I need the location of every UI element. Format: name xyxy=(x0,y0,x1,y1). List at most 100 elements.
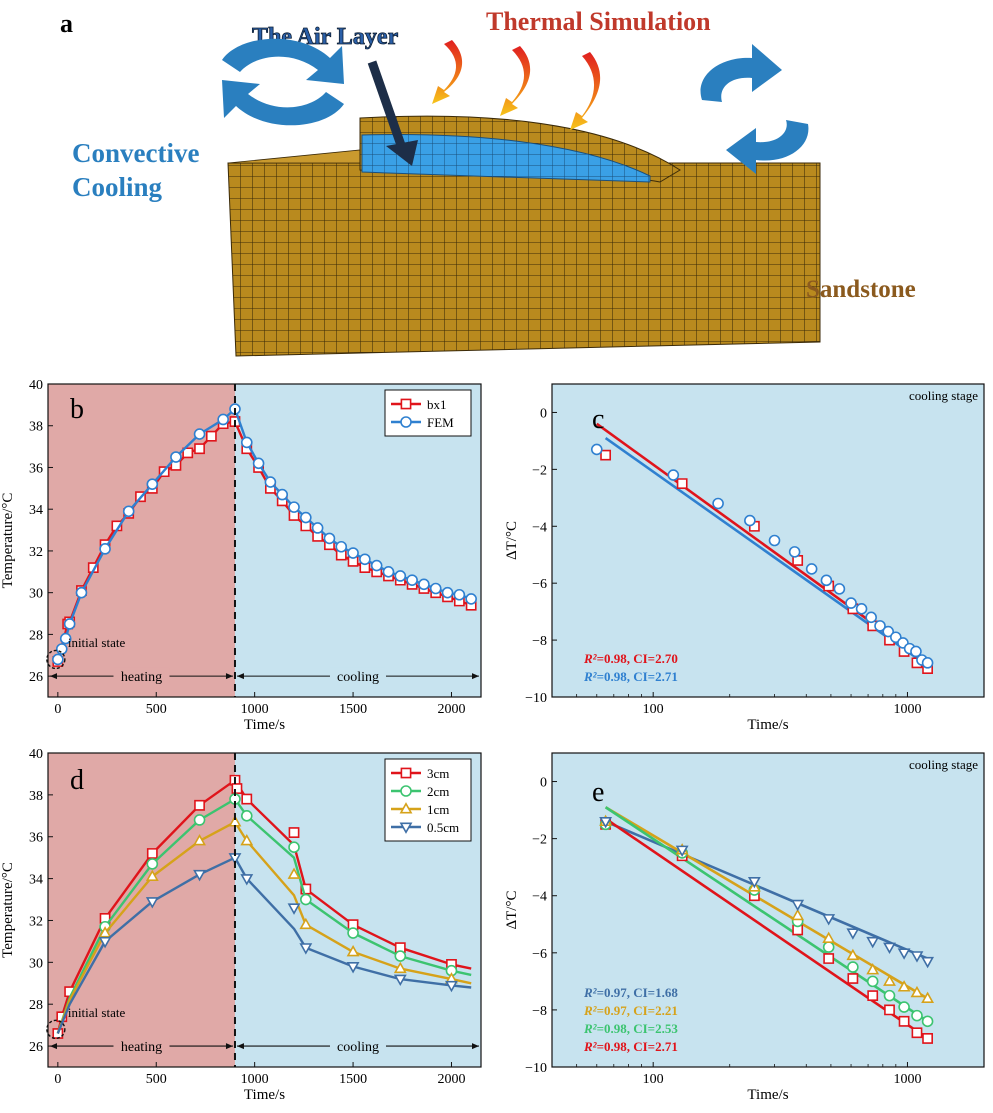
y-axis-label: Temperature/°C xyxy=(0,862,16,958)
data-point-FEM xyxy=(323,532,336,545)
heating-label: heating xyxy=(121,670,162,685)
data-point-0.5cm xyxy=(98,936,112,949)
data-point-FEM xyxy=(122,505,135,518)
panel-a-schematic: a The Air Layer Thermal Simulation xyxy=(60,7,916,357)
data-point-1cm xyxy=(98,926,112,938)
panel-label: b xyxy=(70,394,84,425)
data-point-FEM xyxy=(99,543,111,555)
data-point-FEM xyxy=(418,578,430,591)
data-point-FEM xyxy=(805,563,818,575)
data-point-3cm xyxy=(922,1033,933,1044)
fit-annotation: R²=0.97, CI=2.21 xyxy=(583,1003,678,1018)
legend-marker xyxy=(400,767,412,779)
legend-marker xyxy=(400,398,412,410)
air-layer-label: The Air Layer xyxy=(252,24,399,50)
data-point-3cm xyxy=(847,973,859,984)
data-point-bx1 xyxy=(600,449,612,461)
data-point-0.5cm xyxy=(193,869,206,882)
x-tick-label: 1500 xyxy=(339,702,367,717)
y-tick-label: 28 xyxy=(29,998,43,1013)
fit-annotation: R²=0.98, CI=2.70 xyxy=(583,651,678,666)
arrowhead-icon xyxy=(236,1043,244,1050)
x-tick-label: 0 xyxy=(54,1072,61,1087)
arrowhead-icon xyxy=(472,673,479,680)
heat-arrow-icon xyxy=(500,46,531,116)
arrowhead-icon xyxy=(472,1043,479,1050)
data-point-2cm xyxy=(288,841,300,854)
data-point-0.5cm xyxy=(240,874,254,886)
x-tick-label: 100 xyxy=(643,702,664,717)
data-point-1cm xyxy=(791,908,805,921)
x-axis-label: Time/s xyxy=(244,1087,285,1103)
data-point-1cm xyxy=(866,963,880,975)
data-point-FEM xyxy=(874,620,886,632)
data-point-3cm xyxy=(823,953,835,964)
data-point-1cm xyxy=(393,961,407,974)
x-tick-label: 2000 xyxy=(437,1072,465,1087)
data-point-2cm xyxy=(822,941,835,953)
data-point-0.5cm xyxy=(599,817,613,829)
y-tick-label: 40 xyxy=(29,747,43,762)
data-point-0.5cm xyxy=(910,951,924,963)
data-point-2cm xyxy=(883,989,896,1002)
fit-annotation: R²=0.97, CI=1.68 xyxy=(583,985,678,1000)
data-point-3cm xyxy=(347,919,359,931)
y-tick-label: −8 xyxy=(532,1004,547,1019)
legend-marker xyxy=(400,785,412,797)
panel-label: c xyxy=(592,404,604,435)
y-tick-label: 26 xyxy=(29,670,43,685)
data-point-0.5cm xyxy=(822,914,836,926)
y-tick-label: 30 xyxy=(29,956,43,971)
sandstone-top-surface xyxy=(227,149,361,164)
legend-entry: 2cm xyxy=(427,784,449,799)
legend-marker xyxy=(400,416,412,428)
data-point-FEM xyxy=(288,501,300,513)
data-point-FEM xyxy=(300,511,312,524)
y-tick-label: 34 xyxy=(29,503,43,518)
data-point-FEM xyxy=(59,632,72,645)
x-tick-label: 1000 xyxy=(893,702,921,717)
y-tick-label: −2 xyxy=(532,833,547,848)
data-point-0.5cm xyxy=(675,845,689,857)
plot-frame xyxy=(47,383,482,698)
data-point-FEM xyxy=(370,559,383,572)
stage-label: cooling stage xyxy=(909,388,978,403)
arrowhead-icon xyxy=(50,673,57,680)
y-tick-label: 40 xyxy=(29,378,43,393)
arrowhead-icon xyxy=(225,673,233,680)
x-tick-label: 500 xyxy=(146,1072,167,1087)
data-point-3cm xyxy=(231,783,243,794)
data-point-2cm xyxy=(847,961,859,973)
legend-marker xyxy=(399,822,413,834)
data-point-3cm xyxy=(194,799,205,811)
data-point-1cm xyxy=(193,834,206,846)
y-tick-label: −4 xyxy=(532,520,547,535)
convective-cycle-icon-right xyxy=(700,44,809,174)
data-point-1cm xyxy=(897,980,911,992)
panel-label: e xyxy=(592,777,604,808)
data-point-0.5cm xyxy=(346,962,360,974)
data-point-0.5cm xyxy=(791,899,805,912)
data-point-bx1 xyxy=(205,430,217,442)
y-tick-label: −8 xyxy=(532,634,547,649)
y-tick-label: 36 xyxy=(29,831,43,846)
data-point-FEM xyxy=(276,488,289,501)
chart-panel-d: heating cooling initial state 26 28 30 32 34 36 3… xyxy=(0,747,482,1103)
legend: 3cm 2cm 1cm 0.5cm xyxy=(384,758,472,842)
data-point-1cm xyxy=(299,917,313,930)
convective-label-line2: Cooling xyxy=(72,172,163,202)
data-point-FEM xyxy=(335,540,348,553)
convective-cycle-icon-left xyxy=(222,38,344,126)
arrowhead-icon xyxy=(50,1043,57,1050)
data-point-1cm xyxy=(822,931,836,944)
data-point-2cm xyxy=(193,814,206,826)
plot-area xyxy=(599,806,935,1044)
panel-label: d xyxy=(70,765,84,796)
data-point-3cm xyxy=(99,912,111,924)
data-point-FEM xyxy=(441,586,454,599)
data-point-FEM xyxy=(855,602,868,615)
fit-line xyxy=(604,817,929,1040)
y-tick-label: 0 xyxy=(540,776,547,791)
data-point-FEM xyxy=(429,582,442,595)
data-point-FEM xyxy=(453,588,466,601)
